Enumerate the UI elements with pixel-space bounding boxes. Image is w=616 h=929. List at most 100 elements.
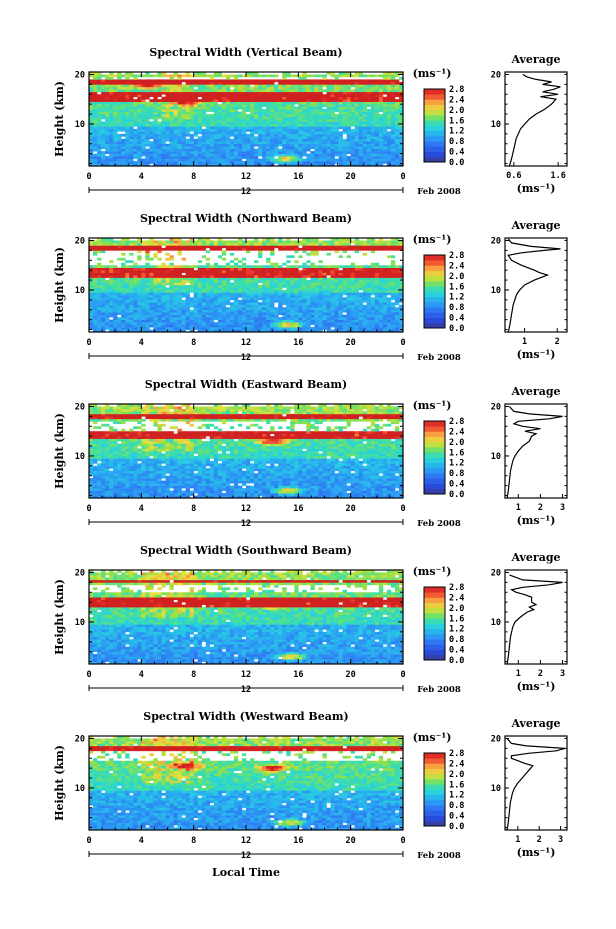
heat-cell bbox=[213, 84, 219, 88]
heat-cell bbox=[113, 161, 118, 164]
heat-cell bbox=[282, 161, 287, 164]
heat-cell bbox=[298, 94, 303, 98]
heat-cell bbox=[121, 151, 126, 154]
heat-cell bbox=[201, 109, 207, 112]
heat-cell bbox=[306, 128, 311, 132]
heat-cell bbox=[318, 314, 323, 318]
heat-cell bbox=[141, 153, 146, 157]
heat-cell bbox=[326, 280, 331, 283]
heat-cell bbox=[221, 123, 227, 127]
heat-cell bbox=[173, 133, 178, 137]
heat-cell bbox=[278, 247, 283, 251]
heat-cell bbox=[185, 158, 190, 162]
heat-cell bbox=[254, 282, 259, 286]
heat-cell bbox=[145, 101, 150, 105]
heat-cell bbox=[205, 128, 211, 132]
heat-cell bbox=[237, 285, 243, 288]
heat-cell bbox=[342, 329, 347, 333]
heat-cell bbox=[398, 126, 404, 130]
heat-cell bbox=[165, 136, 170, 140]
heat-cell bbox=[326, 304, 331, 308]
heat-cell bbox=[330, 96, 335, 100]
heat-cell bbox=[221, 81, 227, 85]
heat-cell bbox=[181, 324, 186, 328]
heat-cell bbox=[386, 91, 392, 95]
heat-cell bbox=[213, 158, 219, 162]
heat-cell bbox=[350, 89, 355, 93]
heat-cell bbox=[125, 114, 130, 117]
heat-cell bbox=[169, 277, 174, 281]
heat-cell bbox=[258, 252, 263, 256]
heat-cell bbox=[241, 282, 247, 286]
heat-cell bbox=[286, 138, 291, 142]
heat-cell bbox=[133, 245, 138, 249]
heat-cell bbox=[165, 317, 170, 320]
heat-cell bbox=[298, 307, 303, 311]
heat-cell bbox=[346, 136, 351, 140]
heat-cell bbox=[177, 84, 182, 88]
x-tick-label: 20 bbox=[346, 172, 356, 182]
heat-cell bbox=[233, 322, 239, 325]
heat-cell bbox=[137, 317, 142, 320]
heat-cell bbox=[270, 287, 275, 291]
heat-cell bbox=[322, 119, 327, 122]
heat-cell bbox=[318, 138, 323, 142]
heat-cell bbox=[133, 312, 138, 315]
heat-cell bbox=[157, 285, 162, 288]
heat-cell bbox=[358, 99, 364, 102]
heat-cell bbox=[237, 307, 243, 311]
heat-cell bbox=[314, 282, 319, 286]
heat-cell bbox=[201, 138, 207, 142]
heat-cell bbox=[366, 126, 372, 130]
heat-cell bbox=[117, 327, 122, 330]
heat-cell bbox=[318, 275, 323, 278]
heat-cell bbox=[193, 289, 198, 293]
heat-cell bbox=[153, 309, 158, 313]
heat-cell bbox=[129, 265, 134, 268]
heat-cell bbox=[390, 91, 396, 95]
heat-cell bbox=[374, 106, 380, 110]
heat-cell bbox=[149, 329, 154, 333]
heat-cell bbox=[229, 109, 235, 112]
heat-cell bbox=[101, 319, 106, 323]
heat-cell bbox=[254, 156, 259, 159]
heat-cell bbox=[326, 146, 331, 149]
heat-cell bbox=[117, 111, 122, 115]
heat-cell bbox=[350, 131, 355, 135]
heat-cell bbox=[161, 121, 166, 125]
heat-cell bbox=[209, 104, 215, 107]
heat-cell bbox=[314, 242, 319, 246]
heat-cell bbox=[185, 148, 190, 152]
heat-cell bbox=[165, 289, 170, 293]
heat-cell bbox=[270, 304, 275, 308]
heat-cell bbox=[338, 146, 343, 149]
heat-cell bbox=[193, 126, 198, 130]
heat-cell bbox=[390, 128, 396, 132]
heat-cell bbox=[302, 84, 307, 88]
heat-cell bbox=[137, 114, 142, 117]
heat-cell bbox=[262, 89, 267, 93]
heat-cell bbox=[133, 84, 138, 88]
heat-cell bbox=[294, 126, 299, 130]
heat-cell bbox=[161, 143, 166, 147]
heat-cell bbox=[221, 86, 227, 90]
heat-cell bbox=[177, 86, 182, 90]
heat-cell bbox=[374, 94, 380, 98]
heat-cell bbox=[274, 119, 279, 122]
heat-cell bbox=[229, 131, 235, 135]
heat-cell bbox=[306, 99, 311, 102]
heat-cell bbox=[129, 101, 134, 105]
heat-cell bbox=[294, 151, 299, 154]
heat-cell bbox=[314, 111, 319, 115]
heat-cell bbox=[197, 317, 203, 320]
heat-cell bbox=[310, 240, 315, 244]
heat-cell bbox=[378, 79, 384, 83]
heat-cell bbox=[181, 247, 186, 251]
heat-cell bbox=[93, 86, 98, 90]
heat-cell bbox=[266, 148, 271, 152]
heat-cell bbox=[153, 294, 158, 298]
heat-cell bbox=[157, 292, 162, 296]
heat-cell bbox=[217, 156, 223, 159]
heat-cell bbox=[302, 119, 307, 122]
heat-cell bbox=[161, 158, 166, 162]
